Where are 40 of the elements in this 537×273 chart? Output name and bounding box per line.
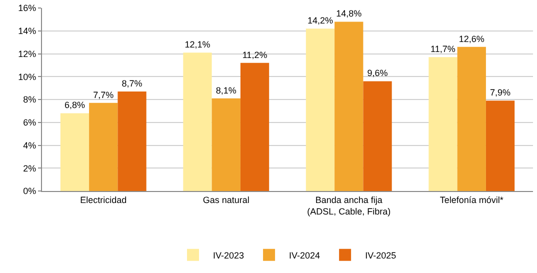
data-label: 7,9% xyxy=(490,88,511,98)
data-label: 8,1% xyxy=(216,85,236,96)
bar xyxy=(334,22,364,191)
x-tick-label: Gas natural xyxy=(202,194,250,205)
bar xyxy=(212,98,240,191)
bar xyxy=(428,57,458,191)
y-tick-label: 14% xyxy=(18,26,36,36)
bar xyxy=(183,52,212,191)
data-label: 7,7% xyxy=(93,90,114,100)
data-label: 12,6% xyxy=(458,34,484,44)
bar xyxy=(486,100,515,191)
data-label: 8,7% xyxy=(122,78,142,88)
x-tick-label: Telefonía móvil* xyxy=(440,194,504,205)
bar xyxy=(457,46,486,191)
bar xyxy=(363,81,392,191)
y-tick-label: 16% xyxy=(18,3,36,14)
y-tick-label: 10% xyxy=(18,72,36,82)
y-tick-label: 2% xyxy=(23,163,36,174)
y-tick-label: 0% xyxy=(23,186,36,196)
legend-label: IV-2023 xyxy=(213,250,244,260)
data-label: 11,2% xyxy=(242,50,268,60)
legend-label: IV-2024 xyxy=(289,250,320,260)
x-tick-label: Electricidad xyxy=(80,194,127,205)
data-label: 12,1% xyxy=(184,40,210,50)
y-tick-label: 8% xyxy=(23,94,36,105)
y-tick-label: 12% xyxy=(18,48,36,59)
bar xyxy=(60,113,90,191)
bar xyxy=(89,102,118,191)
data-label: 14,8% xyxy=(336,8,362,19)
data-label: 9,6% xyxy=(367,68,388,78)
data-label: 11,7% xyxy=(430,44,456,54)
bar xyxy=(118,91,146,191)
y-tick-label: 4% xyxy=(23,140,36,150)
bar xyxy=(306,28,335,191)
data-label: 14,2% xyxy=(307,16,333,26)
bar xyxy=(240,62,270,191)
x-tick-label: Banda ancha fija (ADSL, Cable, Fibra) xyxy=(307,194,391,216)
y-tick-label: 6% xyxy=(23,118,36,128)
legend-label: IV-2025 xyxy=(365,250,396,260)
data-label: 6,8% xyxy=(64,100,85,110)
